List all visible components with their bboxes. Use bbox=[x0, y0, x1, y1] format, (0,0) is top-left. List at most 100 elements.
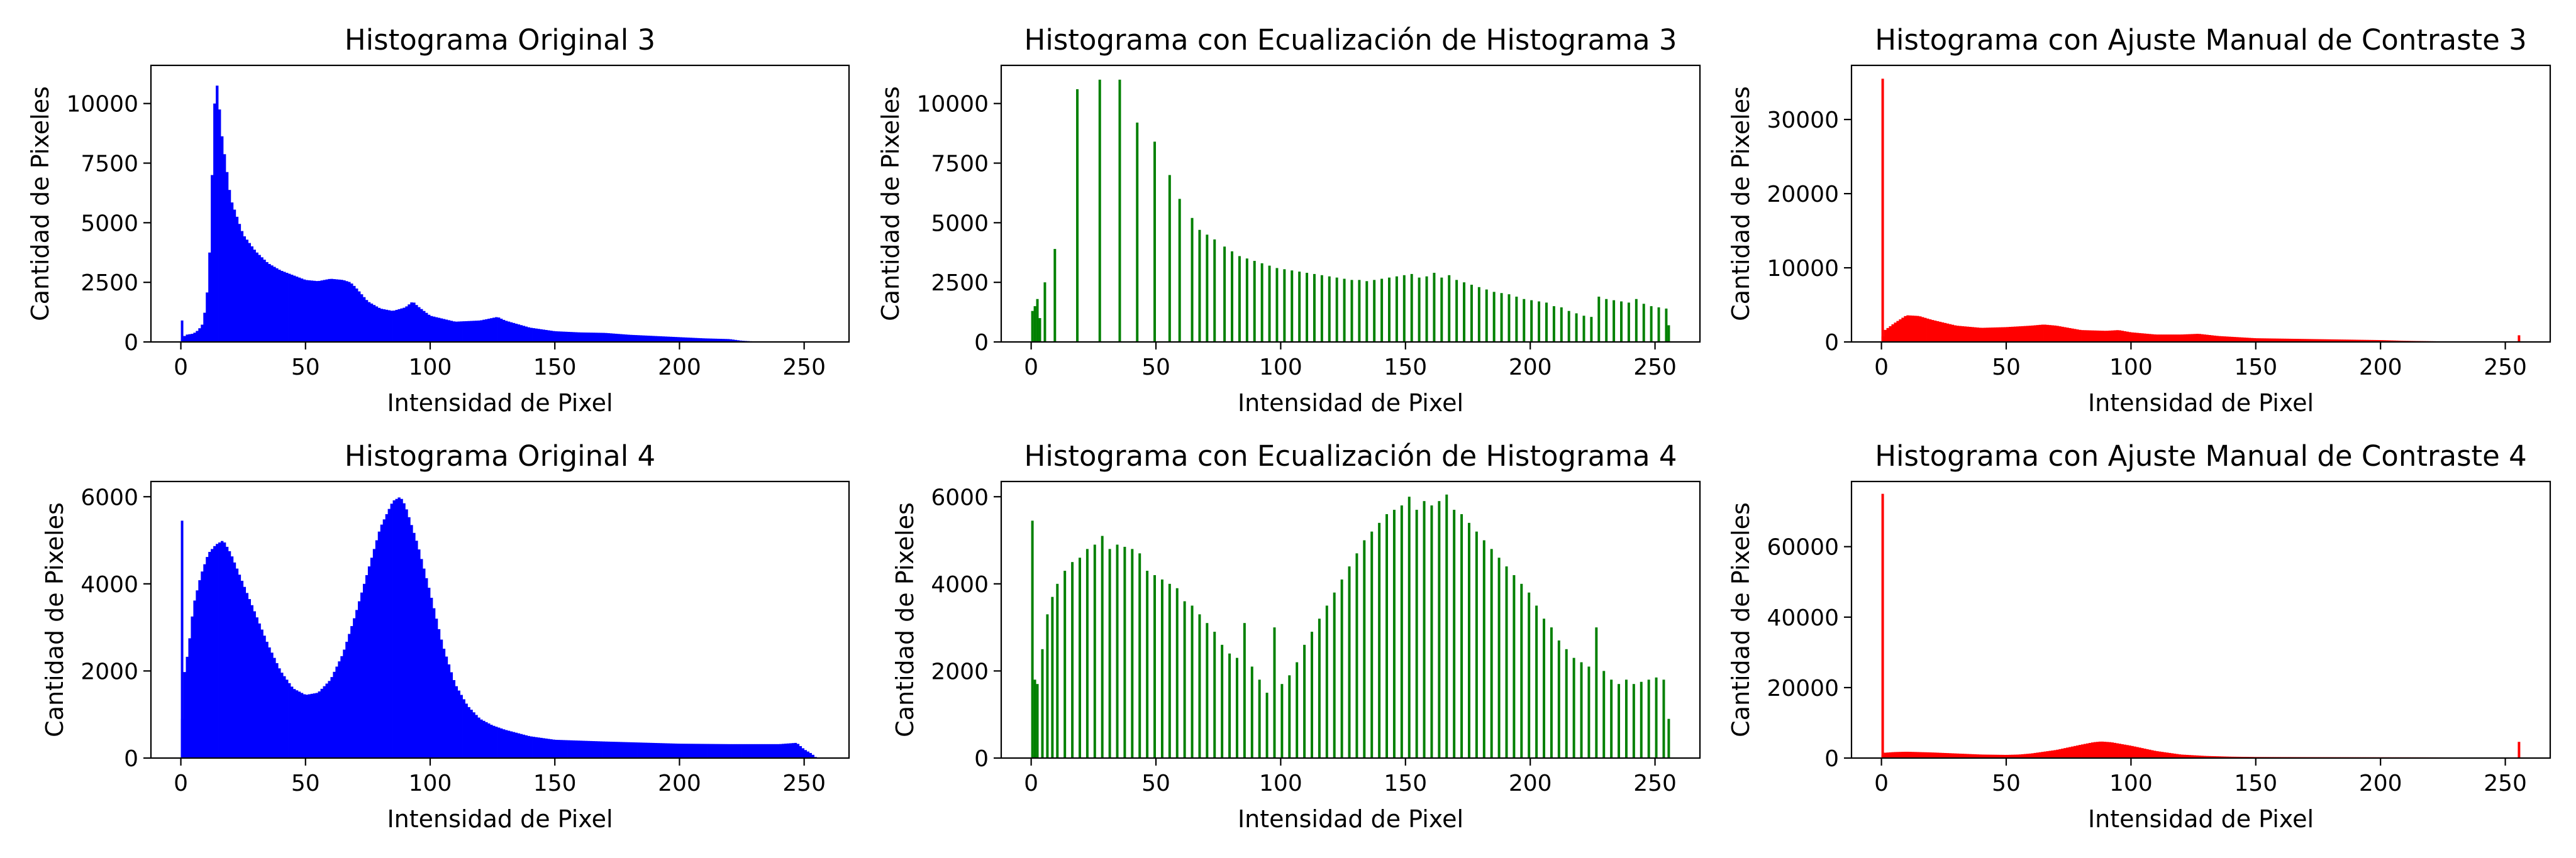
histogram-bar bbox=[188, 334, 191, 342]
histogram-bar bbox=[514, 732, 518, 758]
histogram-bar bbox=[258, 623, 261, 758]
histogram-bar bbox=[2221, 336, 2224, 342]
histogram-bar bbox=[612, 742, 615, 758]
histogram-bar bbox=[1245, 258, 1248, 342]
histogram-bar bbox=[509, 731, 513, 758]
histogram-bar bbox=[1258, 679, 1261, 758]
histogram-bar bbox=[1038, 318, 1041, 342]
histogram-bar bbox=[2170, 334, 2174, 342]
histogram-bar bbox=[291, 275, 294, 342]
histogram-bar bbox=[777, 744, 780, 758]
y-tick-label: 2500 bbox=[80, 270, 138, 296]
histogram-bar bbox=[2074, 745, 2077, 758]
histogram-bar bbox=[2076, 745, 2079, 758]
histogram-bar bbox=[1213, 632, 1216, 758]
histogram-bar bbox=[562, 740, 565, 758]
histogram-bar bbox=[567, 331, 570, 342]
histogram-bar bbox=[1989, 754, 1992, 758]
histogram-bar bbox=[2375, 339, 2379, 342]
histogram-bar bbox=[1946, 753, 1950, 758]
histogram-bar bbox=[402, 307, 406, 342]
histogram-bar bbox=[687, 744, 690, 758]
histogram-bar bbox=[450, 321, 453, 342]
histogram-bar bbox=[221, 136, 224, 342]
x-tick-label: 50 bbox=[1141, 771, 1170, 796]
histogram-bar bbox=[320, 280, 323, 342]
histogram-bar bbox=[2250, 338, 2254, 342]
histogram-bar bbox=[657, 336, 660, 342]
histogram-bar bbox=[789, 743, 792, 758]
histogram-bar bbox=[452, 679, 456, 758]
histogram-bar bbox=[619, 742, 623, 758]
histogram-bar bbox=[2303, 339, 2306, 342]
histogram-bar bbox=[2123, 331, 2126, 342]
histogram-bar bbox=[2173, 753, 2177, 758]
histogram-bar bbox=[180, 320, 184, 342]
histogram-bar bbox=[485, 722, 488, 758]
histogram-bar bbox=[245, 593, 248, 758]
histogram-bar bbox=[480, 719, 483, 758]
histogram-bar bbox=[2081, 330, 2084, 342]
histogram-bar bbox=[338, 279, 341, 342]
y-tick-label: 6000 bbox=[80, 485, 138, 510]
histogram-bar bbox=[400, 308, 403, 342]
histogram-bar bbox=[218, 109, 221, 342]
y-tick-label: 0 bbox=[974, 330, 989, 356]
histogram-bar bbox=[794, 742, 797, 758]
histogram-bar bbox=[552, 739, 555, 758]
histogram-bar bbox=[2056, 326, 2059, 342]
histogram-bar bbox=[716, 744, 720, 758]
histogram-bar bbox=[487, 319, 491, 342]
histogram-bar bbox=[440, 639, 443, 758]
histogram-bar bbox=[786, 743, 790, 758]
histogram-bar bbox=[1467, 522, 1470, 758]
histogram-bar bbox=[1999, 327, 2002, 342]
histogram-bar bbox=[659, 743, 663, 758]
histogram-bar bbox=[1433, 273, 1436, 342]
histogram-bar bbox=[664, 743, 667, 758]
histogram-bar bbox=[295, 277, 299, 342]
x-tick-label: 250 bbox=[1633, 771, 1677, 796]
histogram-bar bbox=[550, 331, 553, 342]
histogram-bar bbox=[1513, 575, 1516, 758]
chart-title: Histograma Original 4 bbox=[345, 439, 655, 473]
histogram-bar bbox=[367, 566, 371, 758]
histogram-bar bbox=[1956, 326, 1960, 342]
histogram-bar bbox=[2121, 744, 2124, 758]
histogram-bar bbox=[719, 744, 723, 758]
histogram-bar bbox=[2173, 334, 2177, 342]
histogram-bar bbox=[704, 744, 708, 758]
histogram-bar bbox=[2103, 331, 2107, 342]
histogram-bar bbox=[2051, 750, 2054, 758]
histogram-bar bbox=[2316, 339, 2319, 342]
histogram-bar bbox=[512, 732, 516, 758]
histogram-bar bbox=[2006, 327, 2009, 342]
histogram-bar bbox=[2074, 329, 2077, 342]
histogram-bar bbox=[193, 600, 196, 758]
histogram-bar bbox=[345, 281, 348, 342]
histogram-bar bbox=[1665, 308, 1668, 342]
histogram-bar bbox=[1306, 273, 1309, 342]
histogram-bar bbox=[1238, 256, 1241, 342]
histogram-bar bbox=[2128, 745, 2131, 758]
histogram-bar bbox=[415, 305, 418, 342]
histogram-bar bbox=[1191, 605, 1194, 758]
histogram-bar bbox=[804, 750, 807, 758]
histogram-bar bbox=[1455, 280, 1458, 342]
histogram-bar bbox=[2001, 754, 2004, 758]
histogram-bar bbox=[1655, 677, 1658, 758]
histogram-bar bbox=[1056, 583, 1059, 758]
histogram-bar bbox=[1565, 649, 1568, 758]
histogram-bar bbox=[1530, 300, 1533, 342]
histogram-bar bbox=[1984, 754, 1987, 758]
histogram-bar bbox=[2133, 333, 2136, 342]
histogram-bar bbox=[1946, 323, 1950, 342]
histogram-bar bbox=[1891, 324, 1894, 342]
chart-man4: 0 50 100 150 200 250 0 20000 40000 60000 Histogram… bbox=[1727, 439, 2551, 833]
histogram-bar bbox=[2106, 742, 2109, 758]
histogram-bar bbox=[288, 273, 291, 342]
histogram-bar bbox=[557, 740, 560, 758]
y-tick-label: 2000 bbox=[80, 659, 138, 685]
histogram-bar bbox=[191, 334, 194, 342]
y-tick-label: 4000 bbox=[931, 572, 989, 598]
